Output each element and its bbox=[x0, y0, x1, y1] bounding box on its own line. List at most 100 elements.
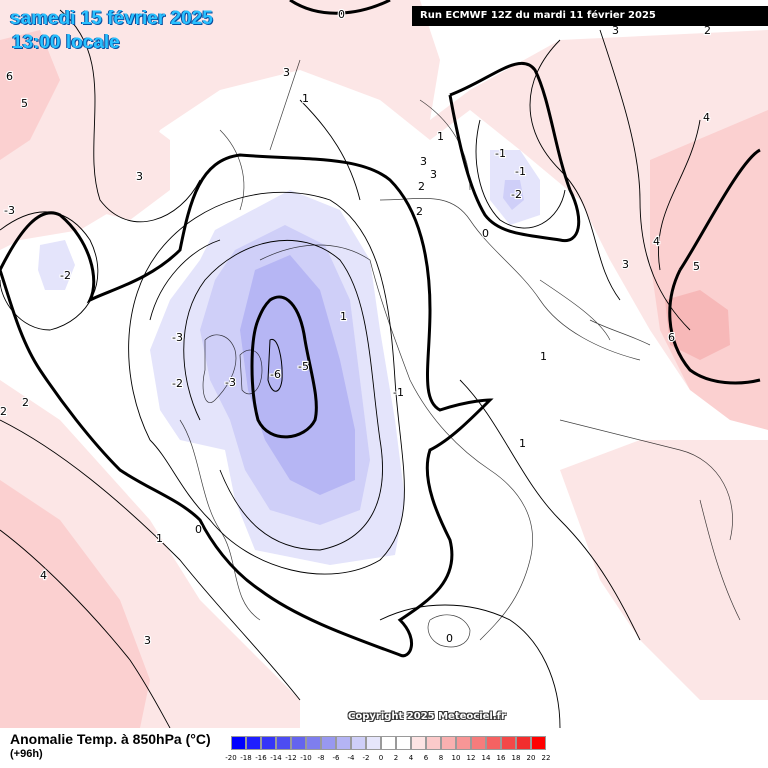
cold-anomaly-area-small bbox=[503, 180, 524, 210]
contour-label: 6 bbox=[6, 70, 13, 83]
legend-color-swatch bbox=[486, 736, 501, 750]
contour-label: 4 bbox=[40, 569, 47, 582]
model-run-banner: Run ECMWF 12Z du mardi 11 février 2025 bbox=[412, 6, 768, 26]
legend-color-swatch bbox=[366, 736, 381, 750]
legend-color-swatch bbox=[396, 736, 411, 750]
warm-anomaly-area-southeast bbox=[560, 440, 768, 700]
legend-color-swatch bbox=[306, 736, 321, 750]
legend-tick-label: -2 bbox=[362, 754, 370, 762]
copyright-notice: Copyright 2025 Meteociel.fr bbox=[348, 711, 506, 722]
contour-label: 2 bbox=[418, 180, 425, 193]
legend-color-swatch bbox=[516, 736, 531, 750]
contour-label: 3 bbox=[612, 24, 619, 37]
contour-label: 3 bbox=[283, 66, 290, 79]
contour-label: 1 bbox=[156, 532, 163, 545]
contour-label: 2 bbox=[704, 24, 711, 37]
contour-label: -2 bbox=[172, 377, 183, 390]
contour-label: 0 bbox=[446, 632, 453, 645]
contour-label: 1 bbox=[540, 350, 547, 363]
legend-color-swatch bbox=[456, 736, 471, 750]
legend-tick-label: -12 bbox=[285, 754, 297, 762]
legend-color-swatch bbox=[426, 736, 441, 750]
map-footer: Anomalie Temp. à 850hPa (°C) (+96h) -20-… bbox=[0, 728, 768, 768]
legend-color-swatch bbox=[471, 736, 486, 750]
contour-label: 5 bbox=[21, 97, 28, 110]
contour-label: -6 bbox=[270, 368, 281, 381]
warm-anomaly-area-east bbox=[650, 110, 768, 430]
contour-label: 3 bbox=[622, 258, 629, 271]
contour-label: 2 bbox=[416, 205, 423, 218]
contour-label: 1 bbox=[302, 92, 309, 105]
contour-label: 6 bbox=[668, 331, 675, 344]
legend-color-swatch bbox=[321, 736, 336, 750]
forecast-hour-label: (+96h) bbox=[10, 748, 43, 760]
legend-tick-label: -18 bbox=[240, 754, 252, 762]
legend-tick-label: 18 bbox=[511, 754, 521, 762]
legend-color-swatch bbox=[501, 736, 516, 750]
legend-color-swatch bbox=[231, 736, 246, 750]
forecast-date-title: samedi 15 février 2025 bbox=[10, 8, 213, 29]
legend-tick-label: 12 bbox=[466, 754, 476, 762]
contour-label: -3 bbox=[225, 376, 236, 389]
contour-label: 0 bbox=[482, 227, 489, 240]
legend-color-swatch bbox=[351, 736, 366, 750]
legend-tick-label: 16 bbox=[496, 754, 506, 762]
legend-tick-label: -6 bbox=[332, 754, 340, 762]
legend-tick-label: -8 bbox=[317, 754, 325, 762]
legend-tick-label: -10 bbox=[300, 754, 312, 762]
contour-label: 0 bbox=[338, 8, 345, 21]
warm-anomaly-area-northwest bbox=[80, 110, 170, 220]
contour-label: 3 bbox=[144, 634, 151, 647]
minus-six-contour bbox=[267, 338, 283, 392]
warm-anomaly-area-southwest-deep bbox=[0, 480, 150, 728]
contour-label: 4 bbox=[653, 235, 660, 248]
legend-tick-label: 22 bbox=[541, 754, 551, 762]
legend-color-swatch bbox=[246, 736, 261, 750]
contour-label: 1 bbox=[437, 130, 444, 143]
contour-label: 1 bbox=[340, 310, 347, 323]
contour-label: 0 bbox=[195, 523, 202, 536]
contour-label: 5 bbox=[693, 260, 700, 273]
minus-five-contour bbox=[250, 295, 318, 439]
legend-color-swatch bbox=[336, 736, 351, 750]
warm-anomaly-area-north bbox=[0, 0, 768, 400]
legend-tick-label: 4 bbox=[408, 754, 414, 762]
contour-label: -3 bbox=[172, 331, 183, 344]
contour-label: -5 bbox=[298, 360, 309, 373]
contour-label: 2 bbox=[22, 396, 29, 409]
legend-color-swatch bbox=[411, 736, 426, 750]
contour-label: -1 bbox=[495, 147, 506, 160]
legend-color-swatch bbox=[291, 736, 306, 750]
contour-label: -3 bbox=[4, 204, 15, 217]
contour-label: 3 bbox=[430, 168, 437, 181]
contour-label: -1 bbox=[393, 386, 404, 399]
contour-label: 3 bbox=[136, 170, 143, 183]
legend-tick-label: -20 bbox=[225, 754, 237, 762]
coastlines-and-borders bbox=[179, 59, 741, 648]
cold-anomaly-area-west bbox=[38, 240, 75, 290]
legend-color-swatch bbox=[276, 736, 291, 750]
legend-tick-label: 14 bbox=[481, 754, 491, 762]
legend-tick-label: 8 bbox=[438, 754, 444, 762]
legend-color-swatch bbox=[531, 736, 546, 750]
temperature-anomaly-map: 0 3 -3 6 5 3 2 -2 -3 -2 -5 -6 -1 -3 2 1 … bbox=[0, 0, 768, 728]
warm-anomaly-area-west bbox=[0, 30, 60, 160]
variable-title: Anomalie Temp. à 850hPa (°C) bbox=[10, 731, 211, 747]
contour-label: -2 bbox=[511, 188, 522, 201]
legend-tick-label: 6 bbox=[423, 754, 429, 762]
legend-color-swatch bbox=[441, 736, 456, 750]
zero-anomaly-contour bbox=[0, 0, 761, 658]
contour-label: 1 bbox=[519, 437, 526, 450]
contour-label: -2 bbox=[60, 269, 71, 282]
legend-tick-label: 10 bbox=[451, 754, 461, 762]
warm-anomaly-core-east bbox=[665, 290, 730, 360]
cold-anomaly-area-deep bbox=[240, 255, 355, 495]
forecast-local-time: 13:00 locale bbox=[12, 32, 120, 53]
contour-label: 3 bbox=[420, 155, 427, 168]
contour-label: 4 bbox=[703, 111, 710, 124]
contour-labels: 0 3 -3 6 5 3 2 -2 -3 -2 -5 -6 -1 -3 2 1 … bbox=[0, 7, 712, 648]
legend-tick-label: -4 bbox=[347, 754, 355, 762]
legend-tick-label: 20 bbox=[526, 754, 536, 762]
legend-color-swatch bbox=[261, 736, 276, 750]
